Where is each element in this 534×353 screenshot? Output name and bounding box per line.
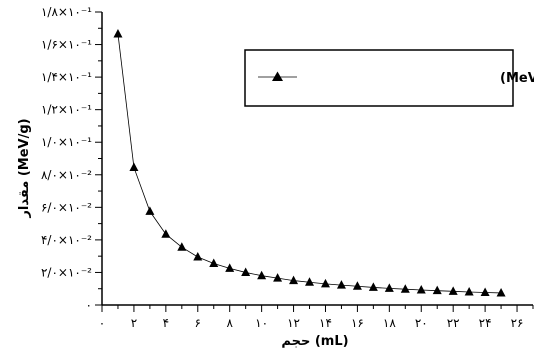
data-point-marker <box>161 229 171 238</box>
y-tick-label: ۱/۶×۱۰⁻¹ <box>41 38 92 52</box>
legend-box <box>244 49 514 107</box>
data-point-marker <box>257 270 267 280</box>
y-tick-label: ۱/۰×۱۰⁻¹ <box>41 135 92 149</box>
data-point-marker <box>416 285 426 294</box>
x-tick-label: ۴ <box>163 316 169 330</box>
y-axis-title: مقدار (MeV/g) <box>17 118 32 218</box>
x-tick-label: ۲۰ <box>415 316 428 330</box>
data-point-marker <box>352 281 362 290</box>
data-point-marker <box>336 280 346 289</box>
data-point-marker <box>209 258 219 267</box>
y-tick-label: ۸/۰×۱۰⁻² <box>41 168 92 182</box>
data-point-marker <box>320 278 330 288</box>
data-point-marker <box>289 275 299 285</box>
x-tick-label: ۸ <box>226 316 233 330</box>
x-axis-title: حجم (mL) <box>281 334 348 349</box>
x-axis-ticks: ۰ ۲ ۴ ۶ ۸ ۱۰ ۱۲ ۱۴ ۱۶ ۱۸ ۲۰ ۲۲ ۲۴ ۲۶ <box>99 305 534 330</box>
x-tick-label: ۱۸ <box>383 316 396 330</box>
data-point-marker <box>400 284 410 293</box>
x-tick-label: ۱۴ <box>319 316 332 330</box>
data-point-marker <box>464 286 474 296</box>
legend-label: انرژی ذخیره شده (MeV) <box>500 71 534 86</box>
x-tick-label: ۲۶ <box>511 316 524 330</box>
data-point-marker <box>225 263 235 272</box>
data-point-marker <box>177 242 187 251</box>
data-point-marker <box>448 286 458 295</box>
y-tick-label: ۱/۲×۱۰⁻¹ <box>41 103 92 117</box>
data-point-marker <box>145 206 155 215</box>
x-tick-label: ۲۴ <box>479 316 492 330</box>
y-tick-label: ۱/۸×۱۰⁻¹ <box>41 5 92 19</box>
legend-marker-swatch <box>272 71 283 81</box>
x-tick-label: ۲۲ <box>447 316 460 330</box>
x-tick-label: ۱۲ <box>287 316 300 330</box>
x-tick-label: ۶ <box>195 316 201 330</box>
series-layer <box>113 28 506 297</box>
data-point-marker <box>496 287 506 297</box>
y-tick-label: ۰ <box>86 298 92 312</box>
x-tick-label: ۲ <box>131 316 137 330</box>
data-point-marker <box>193 251 203 261</box>
x-tick-label: ۱۶ <box>351 316 364 330</box>
data-point-marker <box>480 287 490 296</box>
data-point-marker <box>113 28 123 38</box>
y-tick-label: ۲/۰×۱۰⁻² <box>41 265 92 279</box>
data-point-marker <box>432 285 442 295</box>
y-tick-label: ۶/۰×۱۰⁻² <box>41 200 92 214</box>
y-axis-ticks: ۰ ۲/۰×۱۰⁻² ۴/۰×۱۰⁻² ۶/۰×۱۰⁻² ۸/۰×۱۰⁻² ۱/۰×۱۰⁻… <box>41 5 102 312</box>
x-tick-label: ۱۰ <box>255 316 268 330</box>
data-point-marker <box>384 283 394 292</box>
y-tick-label: ۴/۰×۱۰⁻² <box>41 233 92 247</box>
data-point-marker <box>305 277 315 286</box>
data-point-marker <box>368 282 378 291</box>
data-point-marker <box>129 162 139 171</box>
data-point-marker <box>273 273 283 282</box>
y-tick-label: ۱/۴×۱۰⁻¹ <box>41 70 92 84</box>
legend: انرژی ذخیره شده (MeV) <box>244 49 534 107</box>
x-tick-label: ۰ <box>99 316 105 330</box>
data-point-marker <box>241 267 251 276</box>
